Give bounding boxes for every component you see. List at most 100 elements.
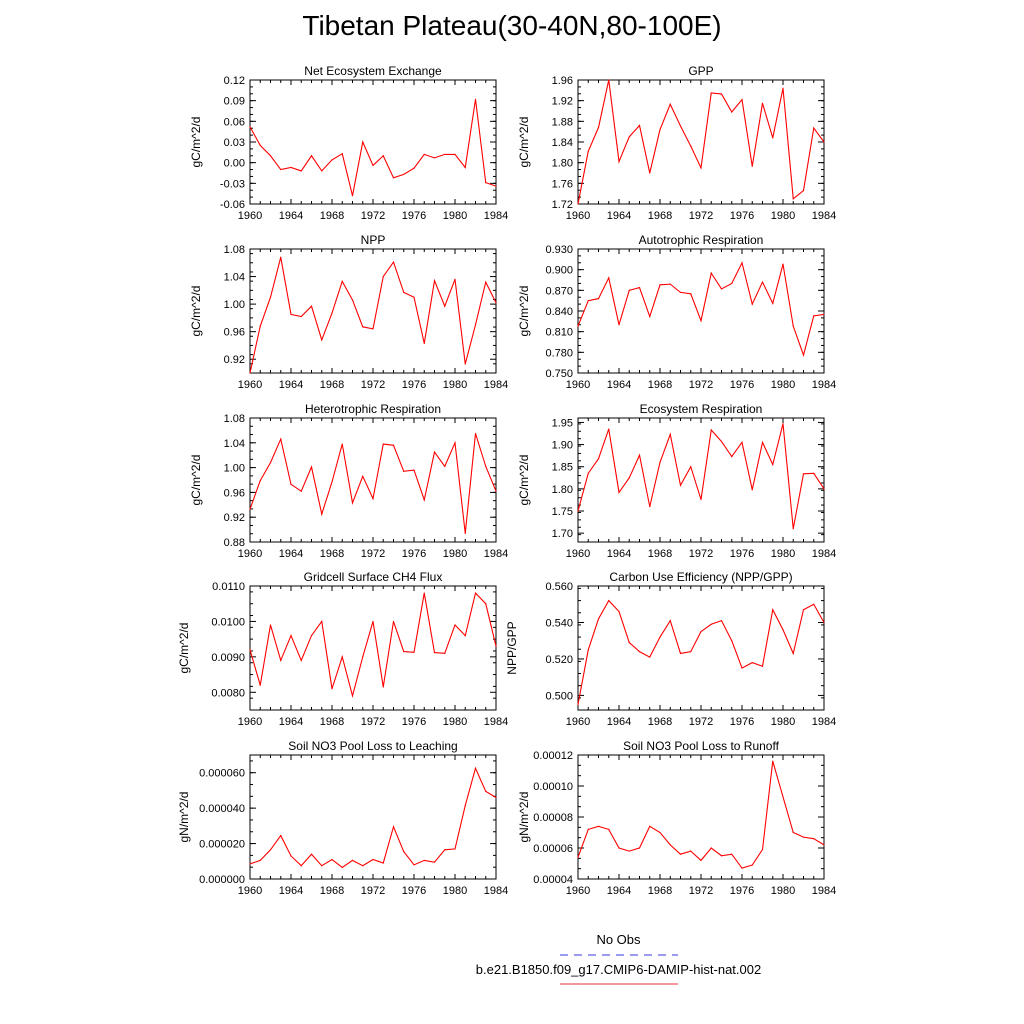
data-point xyxy=(741,262,743,264)
data-point xyxy=(772,609,774,611)
data-point xyxy=(710,429,712,431)
y-tick-label: 1.96 xyxy=(552,75,573,87)
y-tick-label: 0.00 xyxy=(224,158,245,170)
data-point xyxy=(444,305,446,307)
data-point xyxy=(751,489,753,491)
data-point xyxy=(300,315,302,318)
data-point xyxy=(454,848,456,850)
data-point xyxy=(351,695,354,697)
data-point xyxy=(310,853,313,855)
panel-title: NPP xyxy=(361,233,386,247)
x-tick-label: 1984 xyxy=(484,379,508,391)
data-point xyxy=(423,859,425,862)
x-tick-label: 1960 xyxy=(566,716,590,728)
data-point xyxy=(782,87,784,89)
data-point xyxy=(813,838,815,840)
x-tick-label: 1964 xyxy=(279,210,303,222)
y-axis-label: gC/m^2/d xyxy=(517,455,531,506)
data-point xyxy=(792,831,794,834)
data-point xyxy=(731,282,733,285)
data-point xyxy=(669,433,671,435)
data-point xyxy=(638,286,641,289)
data-point xyxy=(300,659,302,662)
data-point xyxy=(474,432,477,435)
data-point xyxy=(597,126,600,129)
data-point xyxy=(474,324,477,326)
x-tick-label: 1976 xyxy=(402,210,426,222)
data-point xyxy=(269,155,272,157)
data-point xyxy=(700,630,702,633)
data-point xyxy=(813,127,815,129)
y-tick-label: 1.04 xyxy=(224,272,245,284)
data-point xyxy=(761,281,764,283)
panel-title: Soil NO3 Pool Loss to Runoff xyxy=(623,739,780,753)
data-point xyxy=(280,256,282,258)
y-tick-label: 0.560 xyxy=(545,581,573,593)
data-point xyxy=(403,173,405,175)
data-point xyxy=(659,284,661,286)
data-point xyxy=(249,863,251,865)
x-tick-label: 1984 xyxy=(812,716,836,728)
panel-gpp: GPP 1960 1964 1968 1972 1976 1980 1984 1.72 1.76 1… xyxy=(517,64,836,222)
data-point xyxy=(464,363,466,365)
x-tick-label: 1972 xyxy=(689,885,713,897)
data-point xyxy=(690,850,692,852)
data-point xyxy=(362,141,364,143)
x-tick-label: 1980 xyxy=(771,379,795,391)
data-point xyxy=(280,835,282,837)
data-point xyxy=(310,305,313,307)
data-point xyxy=(669,620,671,622)
data-point xyxy=(362,326,364,328)
data-point xyxy=(433,451,436,453)
x-tick-label: 1968 xyxy=(648,885,672,897)
y-tick-label: 0.900 xyxy=(545,265,573,277)
x-tick-label: 1964 xyxy=(607,210,631,222)
x-tick-label: 1984 xyxy=(812,885,836,897)
x-tick-label: 1968 xyxy=(320,885,344,897)
y-tick-label: 0.00004 xyxy=(533,874,573,886)
x-tick-label: 1980 xyxy=(443,379,467,391)
data-point xyxy=(392,826,395,828)
data-point xyxy=(577,510,579,512)
data-point xyxy=(454,278,456,280)
x-tick-label: 1972 xyxy=(689,716,713,728)
data-point xyxy=(608,428,610,430)
data-point xyxy=(700,167,702,169)
y-tick-label: 0.0110 xyxy=(212,581,245,593)
data-point xyxy=(341,443,343,445)
data-point xyxy=(731,640,733,642)
y-tick-label: 0.96 xyxy=(224,487,245,499)
data-point xyxy=(823,488,825,490)
data-point xyxy=(731,853,733,855)
data-point xyxy=(392,444,395,446)
data-point xyxy=(341,280,343,282)
y-axis-label: gC/m^2/d xyxy=(189,286,203,337)
data-point xyxy=(628,641,630,644)
data-point xyxy=(720,288,723,290)
y-tick-label: 1.08 xyxy=(224,244,245,256)
data-point xyxy=(351,502,354,504)
panel-title: Carbon Use Efficiency (NPP/GPP) xyxy=(609,570,792,584)
data-point xyxy=(423,342,425,344)
y-tick-label: 0.000060 xyxy=(199,768,245,780)
data-point xyxy=(403,291,405,293)
data-point xyxy=(413,864,415,866)
data-point xyxy=(628,850,630,852)
y-axis-label: gC/m^2/d xyxy=(189,455,203,506)
data-point xyxy=(761,441,764,443)
y-tick-label: 0.0090 xyxy=(211,652,245,664)
y-tick-label: 0.00008 xyxy=(533,812,573,824)
data-point xyxy=(331,858,333,861)
data-point xyxy=(454,442,456,444)
data-point xyxy=(608,828,610,831)
panel-title: GPP xyxy=(688,64,713,78)
x-tick-label: 1976 xyxy=(402,548,426,560)
data-point xyxy=(659,831,661,834)
data-point xyxy=(474,592,477,594)
x-tick-label: 1964 xyxy=(279,379,303,391)
data-point xyxy=(659,636,661,638)
x-tick-label: 1976 xyxy=(730,716,754,728)
y-tick-label: 1.84 xyxy=(552,137,573,149)
panel-title: Ecosystem Respiration xyxy=(640,402,763,416)
x-tick-label: 1972 xyxy=(689,548,713,560)
